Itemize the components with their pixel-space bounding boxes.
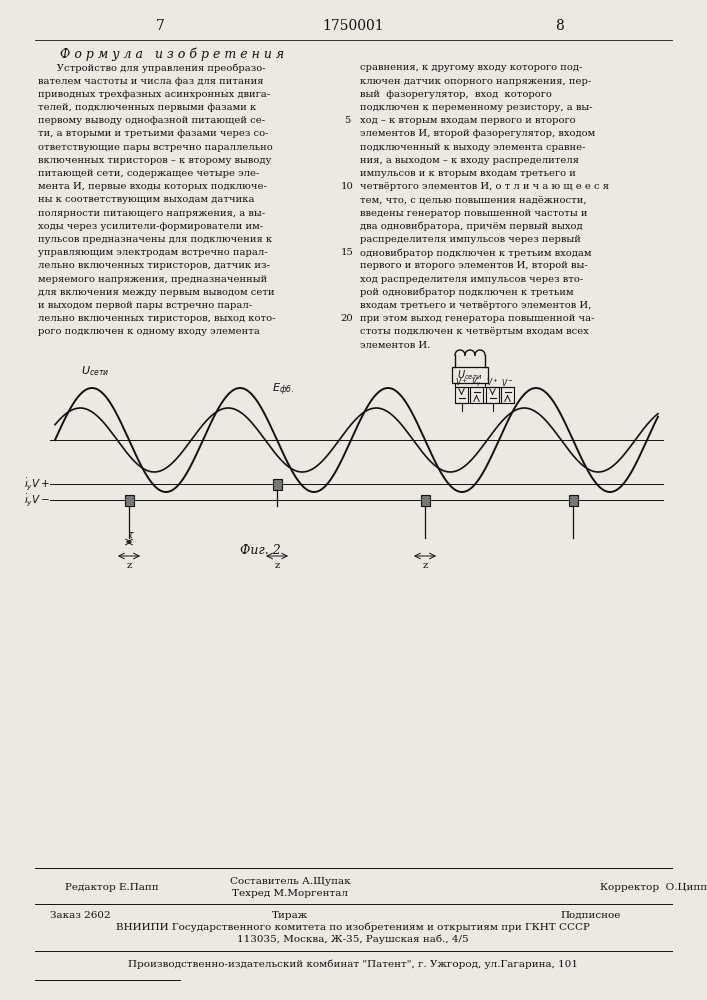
Text: Ф о р м у л а   и з о б р е т е н и я: Ф о р м у л а и з о б р е т е н и я: [60, 47, 284, 61]
Bar: [470, 387, 483, 403]
Text: первому выводу однофазной питающей се-: первому выводу однофазной питающей се-: [38, 116, 265, 125]
Text: ход – к вторым входам первого и второго: ход – к вторым входам первого и второго: [360, 116, 575, 125]
Text: пульсов предназначены для подключения к: пульсов предназначены для подключения к: [38, 235, 272, 244]
Text: z: z: [274, 560, 280, 570]
Text: Подписное: Подписное: [560, 910, 620, 920]
Text: 7: 7: [156, 19, 165, 33]
Text: входам третьего и четвёртого элементов И,: входам третьего и четвёртого элементов И…: [360, 301, 591, 310]
Text: $\dot{\imath}_y V+$: $\dot{\imath}_y V+$: [24, 476, 50, 492]
Text: включенных тиристоров – к второму выводу: включенных тиристоров – к второму выводу: [38, 156, 271, 165]
Text: управляющим электродам встречно парал-: управляющим электродам встречно парал-: [38, 248, 268, 257]
Text: четвёртого элементов И, о т л и ч а ю щ е е с я: четвёртого элементов И, о т л и ч а ю щ …: [360, 182, 609, 191]
Text: тем, что, с целью повышения надёжности,: тем, что, с целью повышения надёжности,: [360, 196, 587, 205]
Text: приводных трехфазных асинхронных двига-: приводных трехфазных асинхронных двига-: [38, 90, 270, 99]
Text: полярности питающего напряжения, а вы-: полярности питающего напряжения, а вы-: [38, 209, 265, 218]
Text: ключен датчик опорного напряжения, пер-: ключен датчик опорного напряжения, пер-: [360, 77, 591, 86]
Text: элементов И, второй фазорегулятор, входом: элементов И, второй фазорегулятор, входо…: [360, 129, 595, 138]
Bar: [452, 367, 488, 383]
Text: меряемого напряжения, предназначенный: меряемого напряжения, предназначенный: [38, 275, 267, 284]
Text: Заказ 2602: Заказ 2602: [50, 910, 110, 920]
Text: Фиг. 2: Фиг. 2: [240, 544, 281, 556]
Text: рого подключен к одному входу элемента: рого подключен к одному входу элемента: [38, 328, 260, 336]
Text: ния, а выходом – к входу распределителя: ния, а выходом – к входу распределителя: [360, 156, 579, 165]
Text: ход распределителя импульсов через вто-: ход распределителя импульсов через вто-: [360, 275, 583, 284]
Text: стоты подключен к четвёртым входам всех: стоты подключен к четвёртым входам всех: [360, 328, 589, 336]
Text: первого и второго элементов И, второй вы-: первого и второго элементов И, второй вы…: [360, 261, 588, 270]
Text: одновибратор подключен к третьим входам: одновибратор подключен к третьим входам: [360, 248, 592, 258]
Bar: [272, 479, 281, 489]
Text: ВНИИПИ Государственного комитета по изобретениям и открытиям при ГКНТ СССР: ВНИИПИ Государственного комитета по изоб…: [116, 922, 590, 932]
Text: ходы через усилители-формирователи им-: ходы через усилители-формирователи им-: [38, 222, 263, 231]
Text: телей, подключенных первыми фазами к: телей, подключенных первыми фазами к: [38, 103, 256, 112]
Text: $U_{сети}$: $U_{сети}$: [81, 364, 110, 378]
Text: рой одновибратор подключен к третьим: рой одновибратор подключен к третьим: [360, 288, 573, 297]
Text: $V^+$: $V^+$: [455, 376, 468, 388]
Text: сравнения, к другому входу которого под-: сравнения, к другому входу которого под-: [360, 64, 583, 73]
Text: z: z: [422, 560, 428, 570]
Text: Редактор Е.Папп: Редактор Е.Папп: [65, 884, 158, 892]
Text: для включения между первым выводом сети: для включения между первым выводом сети: [38, 288, 274, 297]
Text: $V^+$: $V^+$: [486, 376, 499, 388]
Text: распределителя импульсов через первый: распределителя импульсов через первый: [360, 235, 581, 244]
Text: $\dot{\imath}_y V-$: $\dot{\imath}_y V-$: [23, 492, 50, 508]
Text: Устройство для управления преобразо-: Устройство для управления преобразо-: [38, 63, 266, 73]
Text: подключен к переменному резистору, а вы-: подключен к переменному резистору, а вы-: [360, 103, 592, 112]
Text: $U_{сети}$: $U_{сети}$: [457, 368, 483, 382]
Bar: [568, 494, 578, 506]
Text: Техред М.Моргентал: Техред М.Моргентал: [232, 890, 348, 898]
Text: лельно включенных тиристоров, выход кото-: лельно включенных тиристоров, выход кото…: [38, 314, 276, 323]
Text: $E_{фб.}$: $E_{фб.}$: [272, 382, 294, 398]
Text: 113035, Москва, Ж-35, Раушская наб., 4/5: 113035, Москва, Ж-35, Раушская наб., 4/5: [237, 934, 469, 944]
Text: два одновибратора, причём первый выход: два одновибратора, причём первый выход: [360, 222, 583, 231]
Text: $V_y$: $V_y$: [472, 375, 481, 389]
Text: элементов И.: элементов И.: [360, 341, 431, 350]
Text: лельно включенных тиристоров, датчик из-: лельно включенных тиристоров, датчик из-: [38, 261, 270, 270]
Text: $\tau$: $\tau$: [127, 530, 135, 540]
Text: 1750001: 1750001: [322, 19, 384, 33]
Text: 5: 5: [344, 116, 350, 125]
Text: при этом выход генератора повышенной ча-: при этом выход генератора повышенной ча-: [360, 314, 595, 323]
Text: мента И, первые входы которых подключе-: мента И, первые входы которых подключе-: [38, 182, 267, 191]
Bar: [486, 387, 499, 403]
Bar: [124, 494, 134, 506]
Text: z: z: [127, 560, 132, 570]
Text: ответствующие пары встречно параллельно: ответствующие пары встречно параллельно: [38, 143, 273, 152]
Text: Корректор  О.Циппле: Корректор О.Циппле: [600, 884, 707, 892]
Text: вый  фазорегулятор,  вход  которого: вый фазорегулятор, вход которого: [360, 90, 552, 99]
Text: 8: 8: [556, 19, 564, 33]
Text: 15: 15: [341, 248, 354, 257]
Text: Составитель А.Щупак: Составитель А.Щупак: [230, 878, 350, 886]
Text: вателем частоты и числа фаз для питания: вателем частоты и числа фаз для питания: [38, 77, 264, 86]
Text: и выходом первой пары встречно парал-: и выходом первой пары встречно парал-: [38, 301, 252, 310]
Bar: [455, 387, 468, 403]
Bar: [501, 387, 514, 403]
Text: введены генератор повышенной частоты и: введены генератор повышенной частоты и: [360, 209, 588, 218]
Bar: [421, 494, 429, 506]
Text: ти, а вторыми и третьими фазами через со-: ти, а вторыми и третьими фазами через со…: [38, 129, 269, 138]
Text: Тираж: Тираж: [272, 910, 308, 920]
Text: импульсов и к вторым входам третьего и: импульсов и к вторым входам третьего и: [360, 169, 576, 178]
Text: 10: 10: [341, 182, 354, 191]
Text: Производственно-издательский комбинат "Патент", г. Ужгород, ул.Гагарина, 101: Производственно-издательский комбинат "П…: [128, 959, 578, 969]
Text: ны к соответствующим выходам датчика: ны к соответствующим выходам датчика: [38, 196, 255, 205]
Text: подключенный к выходу элемента сравне-: подключенный к выходу элемента сравне-: [360, 143, 585, 152]
Text: 20: 20: [341, 314, 354, 323]
Text: питающей сети, содержащее четыре эле-: питающей сети, содержащее четыре эле-: [38, 169, 259, 178]
Text: $V^-$: $V^-$: [501, 376, 514, 387]
